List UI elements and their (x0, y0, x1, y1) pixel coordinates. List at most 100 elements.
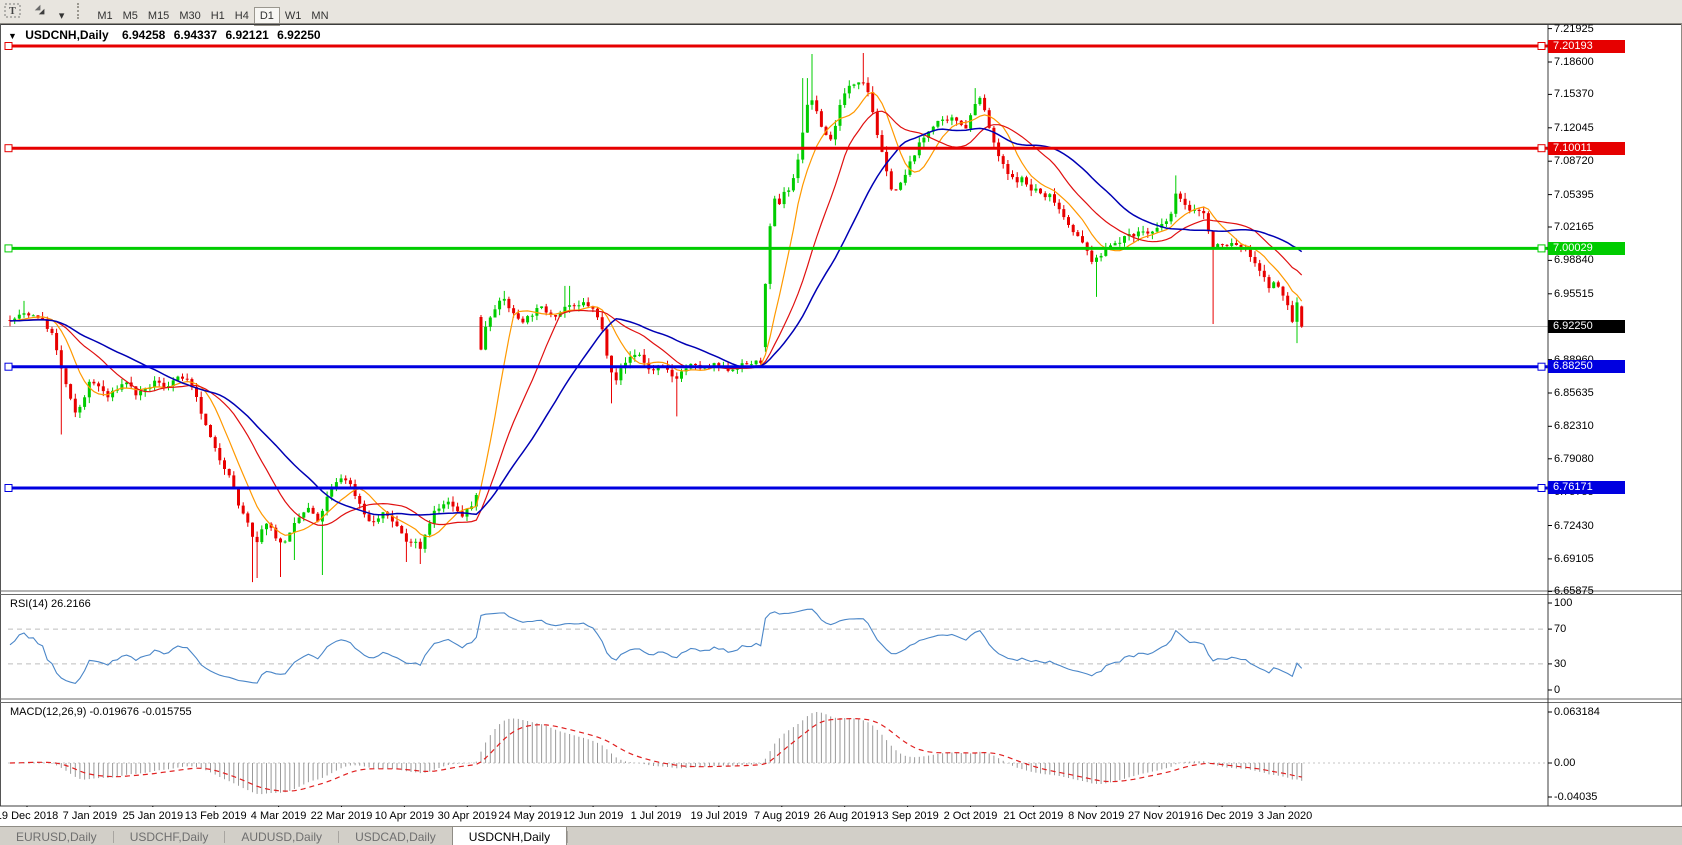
date-label-7-Jan-2019: 7 Jan 2019 (62, 810, 118, 822)
date-label-16-Dec-2019: 16 Dec 2019 (1190, 810, 1254, 822)
cycle-dropdown-button[interactable]: ▾ (58, 10, 65, 22)
chart-tab-USDCAD[interactable]: USDCAD,Daily (355, 829, 436, 844)
level-badge-7.20193: 7.20193 (1548, 39, 1625, 53)
cycle-charts-icon[interactable] (32, 3, 50, 19)
candlesticks (8, 53, 1304, 583)
hline-handle-right[interactable] (1537, 484, 1546, 492)
rsi-tick-30: 30 (1554, 657, 1567, 670)
date-label-13-Sep-2019: 13 Sep 2019 (876, 810, 939, 822)
timeframe-button-D1[interactable]: D1 (253, 6, 280, 26)
chart-ohlc-header: ▼ USDCNH,Daily 6.94258 6.94337 6.92121 6… (8, 28, 326, 42)
hline-handle-left[interactable] (4, 484, 13, 492)
hline-handle-left[interactable] (4, 244, 13, 253)
price-tick-7.08720: 7.08720 (1554, 155, 1594, 168)
date-label-1-Jul-2019: 1 Jul 2019 (630, 810, 682, 822)
timeframe-button-M30[interactable]: M30 (179, 10, 201, 22)
axis-tick-marks (26, 28, 1552, 810)
date-label-4-Mar-2019: 4 Mar 2019 (250, 810, 307, 822)
date-label-26-Aug-2019: 26 Aug 2019 (813, 810, 876, 822)
macd-signal-value: -0.015755 (142, 706, 192, 718)
price-tick-7.21925: 7.21925 (1554, 22, 1594, 35)
hline-handle-right[interactable] (1537, 362, 1546, 371)
timeframe-button-H4[interactable]: H4 (234, 10, 249, 22)
rsi-current-value: 26.2166 (50, 598, 91, 610)
toolbar-grip[interactable] (76, 3, 82, 19)
hline-handle-left[interactable] (4, 144, 13, 153)
chart-symbol-label: USDCNH,Daily (25, 28, 109, 42)
ohlc-open: 6.94258 (121, 28, 166, 42)
hline-6.76171[interactable] (4, 484, 1548, 492)
date-label-21-Oct-2019: 21 Oct 2019 (1003, 810, 1064, 822)
timeframe-button-M5[interactable]: M5 (122, 10, 138, 22)
ohlc-high: 6.94337 (173, 28, 218, 42)
chart-tab-bar: EURUSD,Daily USDCHF,Daily AUDUSD,Daily USDC… (0, 826, 1682, 845)
window-border-top (0, 23, 1682, 24)
price-tick-6.69105: 6.69105 (1554, 552, 1594, 565)
chart-border-top (0, 24, 1682, 25)
rsi-line[interactable] (9, 608, 1303, 685)
hline-handle-right[interactable] (1537, 42, 1546, 50)
chart-tab-EURUSD[interactable]: EURUSD,Daily (16, 829, 97, 844)
timeframe-button-group: M1 M5 M15 M30 H1 H4 D1 W1 MN (92, 6, 333, 26)
panel-splitter-rsi-macd[interactable] (0, 698, 1682, 703)
tab-separator (112, 830, 114, 843)
date-label-24-May-2019: 24 May 2019 (498, 810, 562, 822)
chart-tab-USDCHF[interactable]: USDCHF,Daily (129, 829, 209, 844)
price-tick-6.98840: 6.98840 (1554, 254, 1594, 267)
chart-border-left (0, 24, 1, 806)
rsi-tick-100: 100 (1554, 597, 1573, 609)
date-label-27-Nov-2019: 27 Nov 2019 (1127, 810, 1191, 822)
macd-signal-line (9, 717, 1302, 792)
hline-handle-right[interactable] (1537, 244, 1546, 253)
macd-tick-min: -0.04035 (1554, 791, 1598, 803)
hline-handle-left[interactable] (4, 362, 13, 371)
rsi-indicator-label: RSI(14) 26.2166 (10, 598, 91, 610)
price-tick-6.95515: 6.95515 (1554, 287, 1594, 300)
price-tick-6.65875: 6.65875 (1554, 585, 1594, 598)
hline-7.10011[interactable] (4, 144, 1548, 153)
date-label-25-Jan-2019: 25 Jan 2019 (122, 810, 184, 822)
time-axis[interactable]: 19 Dec 2018 7 Jan 2019 25 Jan 2019 13 Feb 2… (0, 807, 1682, 826)
price-tick-7.05395: 7.05395 (1554, 188, 1594, 201)
hline-handle-right[interactable] (1537, 144, 1546, 153)
current-price-badge: 6.92250 (1548, 320, 1625, 334)
ohlc-low: 6.92121 (225, 28, 269, 42)
macd-main-value: -0.019676 (89, 706, 140, 718)
text-label-tool-button[interactable]: T (4, 3, 22, 19)
price-tick-6.72430: 6.72430 (1554, 519, 1594, 532)
level-badge-6.88250: 6.88250 (1548, 360, 1625, 374)
collapse-quickbar-icon[interactable]: ▼ (8, 31, 17, 41)
hline-6.88250[interactable] (4, 362, 1548, 371)
hline-handle-left[interactable] (4, 42, 13, 50)
macd-histogram (14, 712, 1303, 795)
date-label-30-Apr-2019: 30 Apr 2019 (437, 810, 497, 822)
tab-separator (567, 830, 569, 843)
level-badge-7.10011: 7.10011 (1548, 141, 1625, 155)
date-label-19-Dec-2018: 19 Dec 2018 (0, 810, 59, 822)
timeframe-button-M15[interactable]: M15 (147, 10, 170, 22)
ma-mid-line[interactable] (9, 110, 1303, 527)
tab-separator (338, 830, 340, 843)
panel-splitter-main-rsi[interactable] (0, 590, 1682, 595)
date-label-22-Mar-2019: 22 Mar 2019 (310, 810, 373, 822)
price-tick-6.85635: 6.85635 (1554, 386, 1594, 399)
date-label-13-Feb-2019: 13 Feb 2019 (184, 810, 247, 822)
ma-fast-line[interactable] (9, 91, 1303, 538)
hline-7.20193[interactable] (4, 42, 1548, 50)
timeframe-button-MN[interactable]: MN (311, 10, 329, 22)
timeframe-button-W1[interactable]: W1 (284, 10, 302, 22)
timeframe-button-H1[interactable]: H1 (210, 10, 225, 22)
price-axis[interactable]: 7.21925 7.18600 7.15370 7.12045 7.08720 7.053… (1548, 22, 1682, 806)
macd-indicator-label: MACD(12,26,9) -0.019676 -0.015755 (10, 706, 192, 718)
date-label-8-Nov-2019: 8 Nov 2019 (1068, 810, 1125, 822)
price-tick-7.12045: 7.12045 (1554, 121, 1594, 134)
hline-7.00029[interactable] (4, 244, 1548, 253)
chart-tab-AUDUSD[interactable]: AUDUSD,Daily (241, 829, 323, 844)
ohlc-close: 6.92250 (277, 28, 321, 42)
ma-slow-line[interactable] (9, 127, 1303, 516)
timeframe-button-M1[interactable]: M1 (97, 10, 113, 22)
date-label-19-Jul-2019: 19 Jul 2019 (690, 810, 748, 822)
chart-tab-USDCNH[interactable]: USDCNH,Daily (451, 827, 568, 845)
